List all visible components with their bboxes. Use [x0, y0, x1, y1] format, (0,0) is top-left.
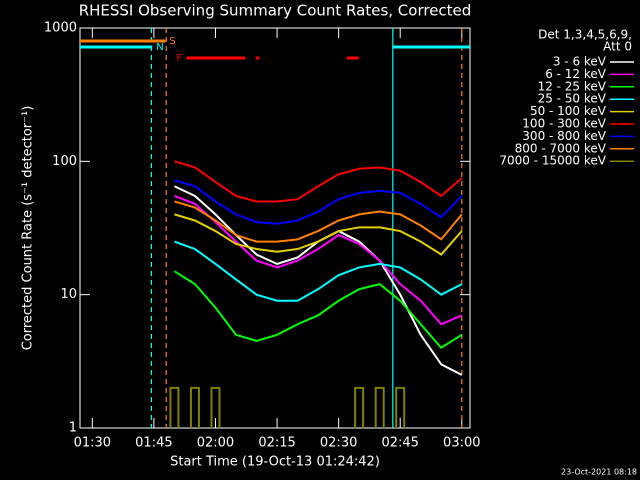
legend-label: 300 - 800 keV	[522, 129, 606, 143]
flag-label: N	[156, 42, 163, 53]
x-tick-label: 02:00	[197, 436, 234, 451]
chart-title: RHESSI Observing Summary Count Rates, Co…	[79, 2, 472, 20]
x-axis-label: Start Time (19-Oct-13 01:24:42)	[170, 455, 380, 470]
x-tick-label: 03:00	[443, 436, 480, 451]
series-line	[173, 185, 463, 376]
legend-label: 50 - 100 keV	[530, 104, 607, 118]
legend-label: 25 - 50 keV	[538, 92, 607, 106]
series-line	[174, 240, 463, 302]
series-line	[174, 213, 463, 256]
flag-label: F	[176, 53, 182, 64]
footer: 23-Oct-2021 08:18	[561, 468, 637, 477]
legend-label: 100 - 300 keV	[522, 117, 606, 131]
y-axis-label: Corrected Count Rate (s⁻¹ detector⁻¹)	[21, 106, 36, 351]
x-tick-label: 01:30	[74, 436, 111, 451]
y-tick-label: 1	[69, 421, 77, 436]
x-tick-label: 01:45	[135, 436, 172, 451]
series-line	[174, 179, 463, 225]
y-tick-label: 10	[60, 287, 77, 302]
series-line	[174, 195, 463, 326]
series-line	[174, 160, 463, 203]
flag-label: S	[169, 36, 175, 47]
x-tick-label: 02:15	[258, 436, 295, 451]
x-tick-label: 02:30	[320, 436, 357, 451]
legend-label: 3 - 6 keV	[553, 55, 607, 69]
legend-header: Det 1,3,4,5,6,9,	[538, 28, 632, 42]
series-line	[173, 270, 463, 350]
x-tick-label: 02:45	[381, 436, 418, 451]
series-line	[174, 200, 463, 243]
plot-frame	[79, 27, 471, 429]
series-line	[169, 386, 406, 428]
legend-label: 6 - 12 keV	[545, 67, 607, 81]
y-tick-label: 1000	[44, 21, 77, 36]
legend-label: 7000 - 15000 keV	[499, 154, 606, 168]
legend-label: 800 - 7000 keV	[515, 141, 607, 155]
legend-label: 12 - 25 keV	[538, 79, 607, 93]
legend-header: Att 0	[603, 40, 632, 54]
y-tick-label: 100	[52, 154, 77, 169]
